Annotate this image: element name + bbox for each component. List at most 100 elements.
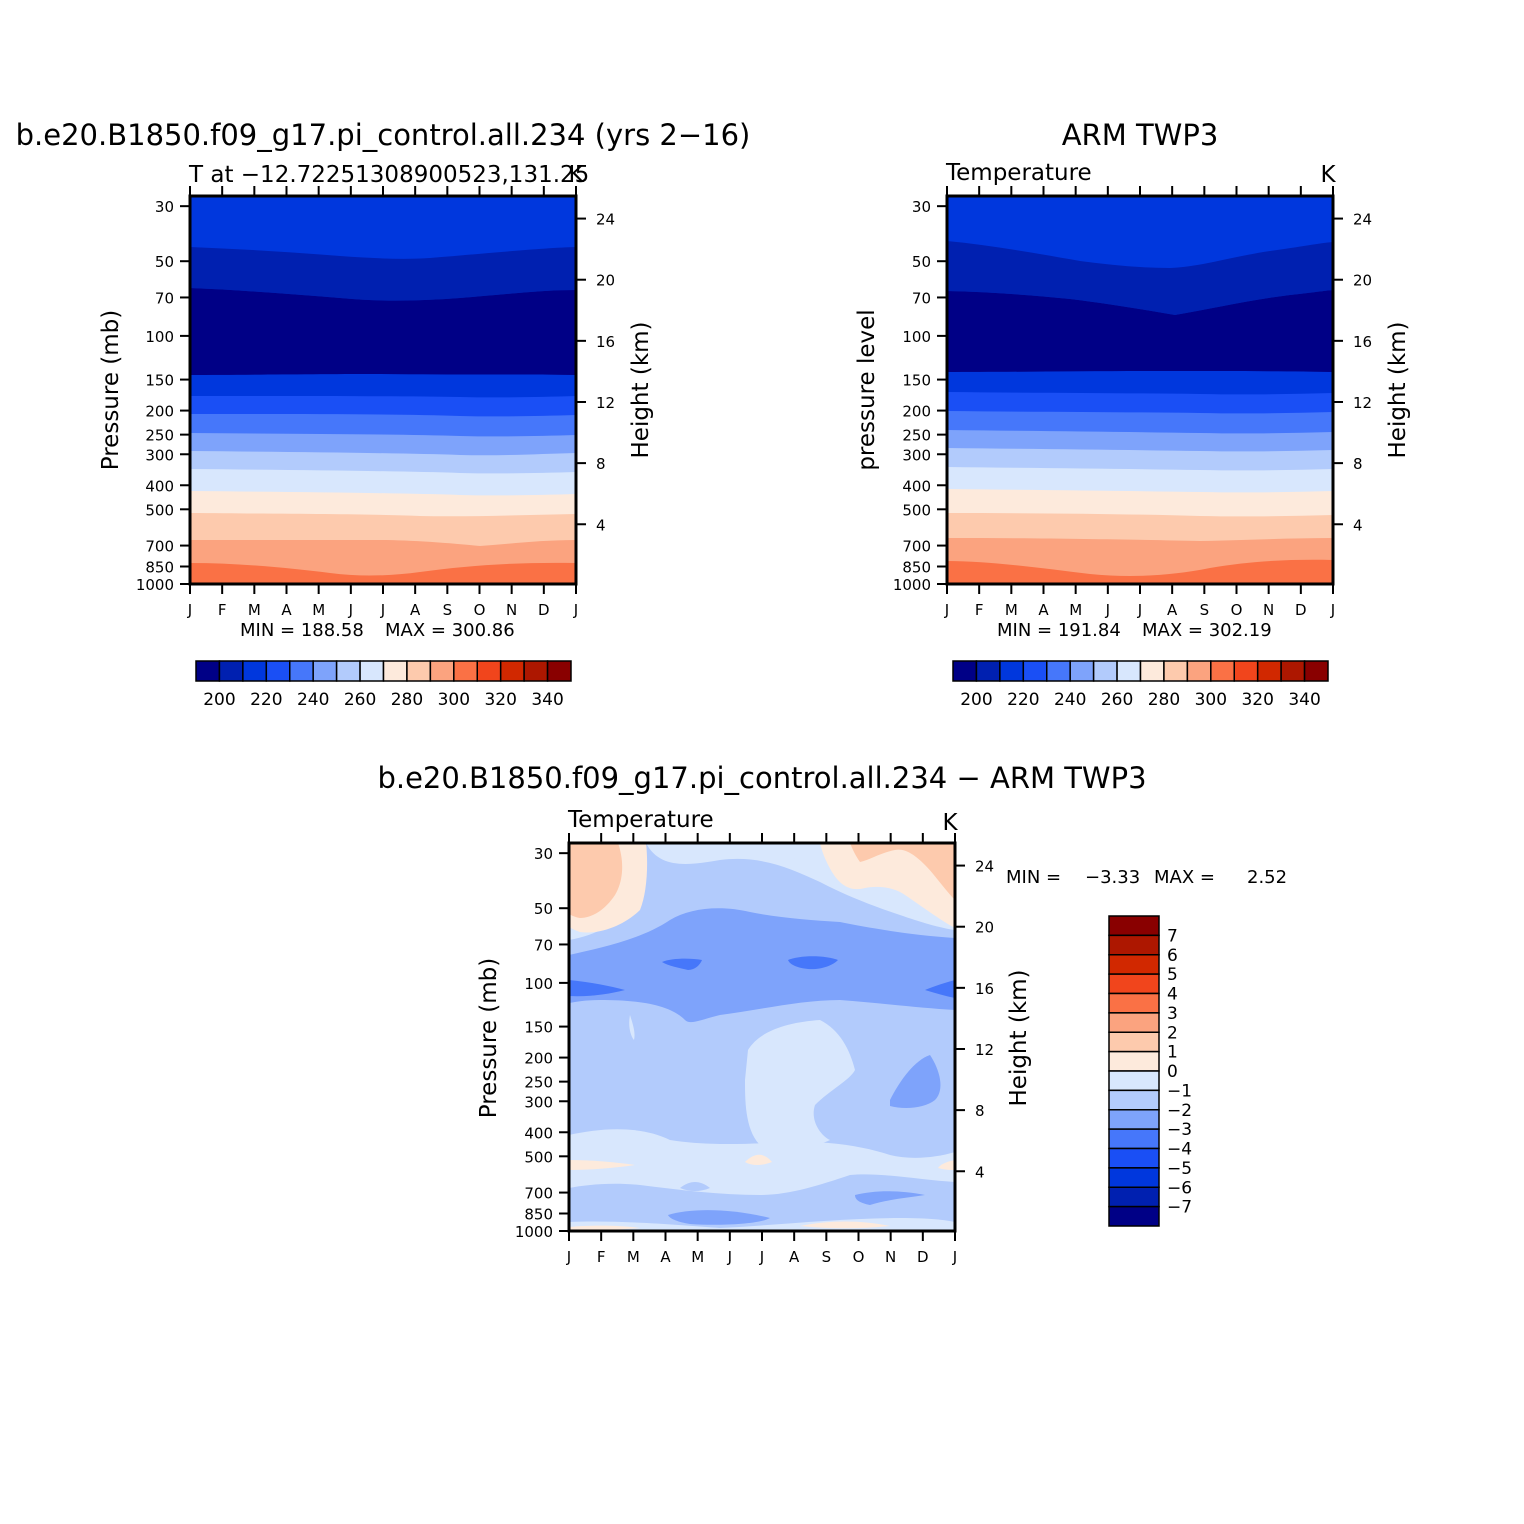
panel-model-colorbar: 200 220 240 260 280 300 320 340 [195, 660, 572, 710]
colorbar-box [1303, 660, 1329, 682]
panel-obs-xtick-label: A [1038, 601, 1049, 619]
panel-model-rtick-label: 4 [596, 516, 606, 534]
panel-obs-ytick-label: 500 [902, 501, 931, 519]
panel-obs-ytick-label: 100 [902, 328, 931, 346]
colorbar-box [1108, 1128, 1160, 1150]
panel-obs-xtick-label: J [1137, 601, 1142, 619]
panel-diff-max-value: 2.52 [1247, 867, 1287, 888]
colorbar-box [1108, 1167, 1160, 1188]
panel-diff-ylabel: Pressure (mb) [476, 958, 502, 1118]
colorbar-label: −4 [1167, 1140, 1192, 1160]
colorbar-label: 280 [1148, 690, 1180, 710]
panel-diff-xtick-label: O [853, 1248, 865, 1266]
colorbar-box [1108, 1031, 1160, 1053]
band-d-m2-m3-low-r [855, 1191, 925, 1205]
panel-model-ytick-label: 70 [155, 289, 174, 307]
colorbar-label: 240 [1054, 690, 1086, 710]
panel-diff-xtick-label: S [822, 1248, 832, 1266]
colorbar-label: 7 [1167, 926, 1178, 946]
panel-model-ytick-label: 100 [145, 328, 174, 346]
colorbar-box [453, 660, 478, 682]
panel-model-ytick-label: 850 [145, 558, 174, 576]
colorbar-box [359, 660, 385, 682]
colorbar-box [1108, 915, 1160, 937]
band-o-below-190 [947, 290, 1333, 372]
panel-diff-units: K [942, 810, 958, 836]
colorbar-label: −5 [1167, 1159, 1192, 1179]
panel-obs: ARM TWP3 Temperature K 30 50 70 100 150 200 25… [854, 118, 1411, 710]
panel-model-rtick-label: 12 [596, 394, 615, 412]
colorbar-label: 300 [438, 690, 470, 710]
band-o-200-210-top [947, 196, 1333, 268]
band-t-200-210-top [190, 196, 576, 259]
colorbar-box [1108, 1070, 1160, 1092]
panel-diff-xtick-label: M [627, 1248, 640, 1266]
panel-diff-rtick-label: 20 [975, 919, 994, 937]
panel-diff-ytick-label: 150 [524, 1019, 553, 1037]
panel-model-contours [190, 196, 576, 584]
colorbar-label: 240 [297, 690, 329, 710]
colorbar-box [335, 660, 361, 682]
band-d-0-m1-notch [629, 1015, 635, 1040]
colorbar-label: 6 [1167, 946, 1178, 966]
band-d-1-2-top-left [569, 843, 623, 918]
panel-obs-xtick-label: D [1295, 601, 1307, 619]
panel-model-xtick-label: S [443, 601, 453, 619]
panel-model-units: K [568, 162, 584, 188]
colorbar-box [1108, 1205, 1160, 1227]
panel-diff-rtick-label: 8 [975, 1102, 985, 1120]
colorbar-box [975, 660, 1001, 682]
panel-obs-ytick-label: 70 [912, 289, 931, 307]
colorbar-box [523, 660, 549, 682]
colorbar-label: 2 [1167, 1023, 1178, 1043]
panel-diff-xtick-label: F [597, 1248, 606, 1266]
band-d-m2-m3-blob [890, 1055, 941, 1108]
panel-model-ytick-label: 300 [145, 446, 174, 464]
panel-diff-ytick-label: 300 [524, 1093, 553, 1111]
panel-obs-xtick-label: M [1069, 601, 1082, 619]
band-t-190-200-upper [190, 247, 576, 301]
panel-diff-xtick-label: A [789, 1248, 800, 1266]
colorbar-label: −6 [1167, 1178, 1192, 1198]
panel-diff-rtick-label: 12 [975, 1041, 994, 1059]
panel-diff-xtick-label: D [917, 1248, 929, 1266]
colorbar-label: 260 [344, 690, 376, 710]
band-d-m3-m4-right [925, 980, 955, 998]
colorbar-box [265, 660, 291, 682]
colorbar-label: 4 [1167, 985, 1178, 1005]
panel-obs-xtick-label: N [1263, 601, 1274, 619]
panel-diff-ytick-label: 250 [524, 1074, 553, 1092]
colorbar-box [476, 660, 502, 682]
colorbar-label: 3 [1167, 1004, 1178, 1024]
colorbar-box [429, 660, 455, 682]
panel-obs-ytick-label: 50 [912, 253, 931, 271]
panel-diff-ytick-label: 700 [524, 1185, 553, 1203]
panel-obs-xtick-label: A [1167, 601, 1178, 619]
panel-model-xtick-label: A [410, 601, 421, 619]
panel-diff-ytick-label: 100 [524, 975, 553, 993]
band-t-below-190 [190, 288, 576, 375]
panel-diff-ytick-label: 1000 [515, 1223, 553, 1241]
colorbar-box [242, 660, 268, 682]
colorbar-label: −2 [1167, 1101, 1192, 1121]
panel-model: b.e20.B1850.f09_g17.pi_control.all.234 (… [16, 118, 751, 710]
colorbar-box [382, 660, 408, 682]
colorbar-box [1280, 660, 1306, 682]
panel-model-xtick-label: J [573, 601, 578, 619]
colorbar-box [499, 660, 525, 682]
panel-model-xtick-label: J [187, 601, 192, 619]
panel-diff-ytick-label: 70 [534, 936, 553, 954]
colorbar-box [1069, 660, 1095, 682]
panel-diff-ytick-label: 850 [524, 1205, 553, 1223]
band-d-0-m1-mid [745, 1020, 855, 1149]
panel-diff-xtick-label: N [885, 1248, 896, 1266]
colorbar-label: 200 [203, 690, 235, 710]
panel-obs-contours [947, 196, 1333, 584]
panel-diff-right-axis: 4 8 12 16 20 24 [955, 858, 994, 1181]
colorbar-box [952, 660, 978, 682]
colorbar-box [1186, 660, 1212, 682]
